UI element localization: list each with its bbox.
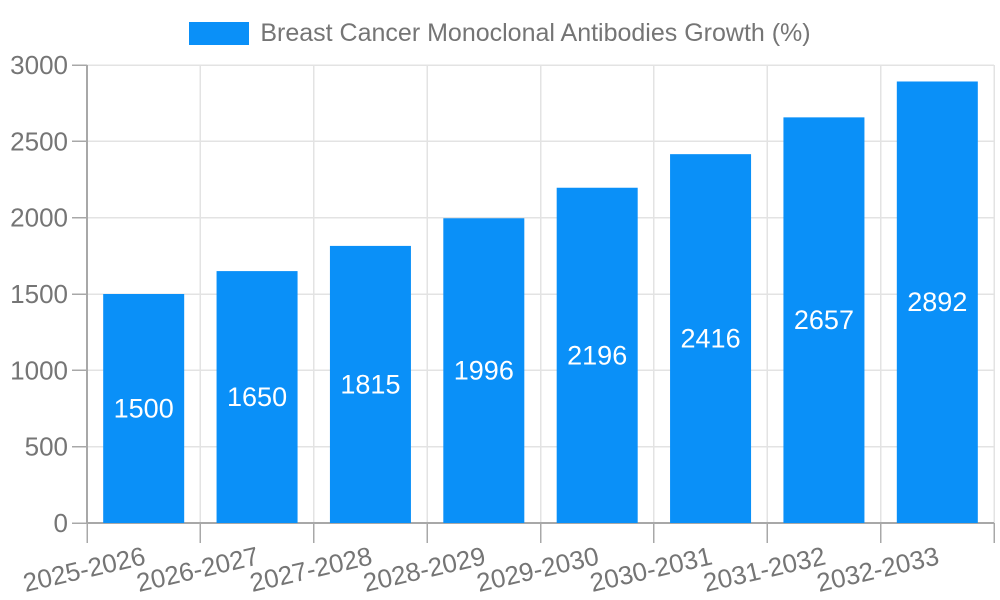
bar (443, 218, 525, 523)
legend-swatch (189, 21, 250, 45)
x-axis-tick-label: 2029-2030 (474, 541, 602, 598)
bar (896, 81, 978, 523)
bar-value-label: 2416 (681, 324, 741, 354)
x-axis-tick-label: 2028-2029 (360, 541, 488, 598)
bar (556, 187, 638, 523)
y-axis-tick-label: 2000 (10, 203, 68, 233)
bar-value-label: 2196 (567, 340, 627, 370)
y-axis-tick-label: 2500 (10, 126, 68, 156)
bar-value-label: 2657 (794, 305, 854, 335)
y-axis-tick-label: 1500 (10, 279, 68, 309)
bar (103, 294, 185, 523)
y-axis-tick-label: 3000 (10, 50, 68, 80)
x-axis-tick-label: 2031-2032 (700, 541, 828, 598)
y-axis-tick-label: 0 (54, 508, 68, 538)
legend-label: Breast Cancer Monoclonal Antibodies Grow… (260, 18, 811, 47)
bar-value-label: 1996 (454, 356, 514, 386)
y-axis-tick-label: 1000 (10, 355, 68, 385)
bar (783, 117, 865, 523)
chart-legend: Breast Cancer Monoclonal Antibodies Grow… (0, 18, 1000, 47)
x-axis-tick-label: 2030-2031 (587, 541, 715, 598)
bar-value-label: 2892 (907, 287, 967, 317)
y-axis-tick-label: 500 (25, 432, 68, 462)
bar (329, 245, 411, 523)
bar-value-label: 1650 (227, 382, 287, 412)
x-axis-tick-label: 2026-2027 (134, 541, 262, 598)
bar (216, 271, 298, 523)
x-axis-tick-label: 2032-2033 (814, 541, 942, 598)
bar-value-label: 1815 (340, 369, 400, 399)
x-axis-tick-label: 2025-2026 (20, 541, 148, 598)
bar (670, 154, 752, 523)
bar-value-label: 1500 (114, 394, 174, 424)
x-axis-tick-label: 2027-2028 (247, 541, 375, 598)
